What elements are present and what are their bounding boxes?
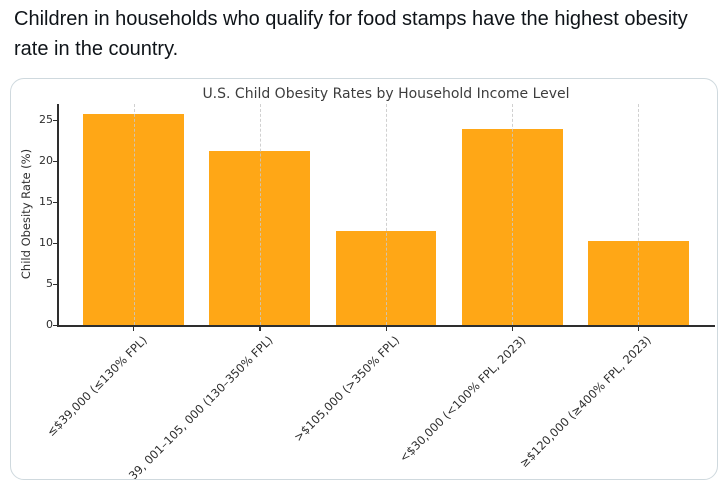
post-text: Children in households who qualify for f… [14, 8, 688, 60]
grid-line [259, 104, 261, 325]
y-tick-label: 15 [39, 194, 53, 208]
x-tick-mark [259, 326, 261, 331]
y-tick-label: 5 [46, 276, 53, 290]
x-tick-label: 39, 001–105, 000 (130–350% FPL) [126, 333, 276, 480]
y-tick-mark [53, 324, 57, 326]
grid-line [638, 104, 640, 325]
x-tick-label: >$105,000 (>350% FPL) [290, 333, 402, 445]
y-tick-mark [53, 201, 57, 203]
x-tick-label: <$30,000 (<100% FPL, 2023) [396, 333, 529, 465]
x-tick-label: ≤$39,000 (≤130% FPL) [43, 333, 150, 440]
chart-title: U.S. Child Obesity Rates by Household In… [202, 86, 570, 102]
plot-area: 0 5 10 15 20 25 ≤$39,000 (≤130% FPL) 39, 001–10… [11, 79, 717, 479]
x-tick-mark [637, 326, 639, 331]
x-tick-mark [133, 326, 135, 331]
y-tick-label: 0 [46, 317, 53, 331]
y-tick-mark [53, 119, 57, 122]
x-axis-line [57, 325, 715, 327]
y-tick-label: 25 [39, 112, 53, 126]
bar [83, 113, 185, 325]
grid-line [386, 104, 387, 325]
bar-chart: U.S. Child Obesity Rates by Household In… [11, 79, 717, 479]
y-tick-label: 10 [39, 235, 53, 249]
grid-line [133, 104, 135, 325]
y-axis-line [57, 104, 59, 326]
y-tick-label: 20 [39, 153, 53, 167]
x-tick-mark [385, 326, 387, 331]
x-tick-label: ≥$120,000 (≥400% FPL, 2023) [517, 333, 655, 471]
chart-image[interactable]: U.S. Child Obesity Rates by Household In… [10, 78, 718, 480]
grid-line [512, 104, 514, 325]
y-tick-mark [53, 160, 57, 162]
bar [209, 151, 311, 325]
bar [335, 230, 437, 325]
y-tick-mark [53, 242, 57, 244]
x-tick-mark [511, 326, 513, 331]
y-tick-mark [53, 283, 57, 285]
